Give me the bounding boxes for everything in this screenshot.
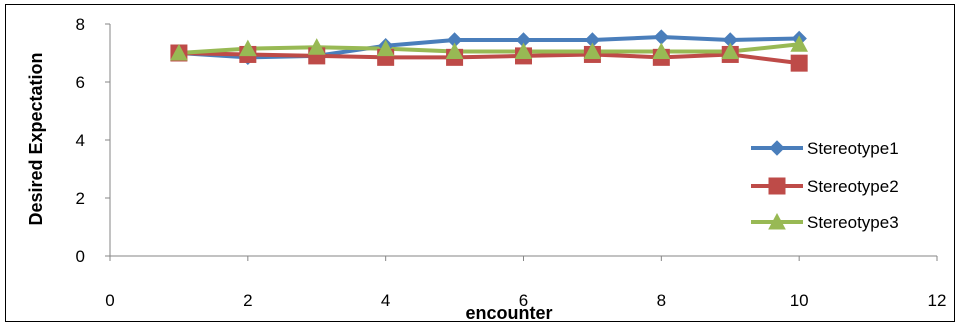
series-2-line: [178, 51, 800, 66]
series-3-point: [652, 42, 671, 60]
series-3-point: [583, 42, 602, 60]
x-tick-labels: 0 2 4 6 8 10 12: [105, 291, 946, 310]
y-tick-label: 8: [76, 15, 85, 34]
y-tick-label: 0: [76, 247, 85, 266]
series-markers: [170, 29, 809, 72]
legend-marker-1: [769, 140, 785, 156]
legend-label-2: Stereotype2: [807, 177, 899, 196]
series-3-point: [170, 43, 188, 61]
x-tick-label: 6: [519, 291, 528, 310]
series-3-point: [790, 35, 809, 52]
y-axis-title: Desired Expectation: [26, 52, 46, 225]
x-tick-label: 2: [243, 291, 252, 310]
legend: Stereotype1 Stereotype2 Stereotype3: [751, 139, 899, 232]
series-3-point: [721, 42, 740, 60]
x-axis-title: encounter: [465, 303, 552, 323]
x-tick-label: 8: [657, 291, 666, 310]
series-2-point: [790, 54, 808, 72]
y-tick-labels: 0 2 4 6 8: [76, 15, 85, 266]
x-tick-label: 0: [105, 291, 114, 310]
y-tick-label: 2: [76, 189, 85, 208]
legend-label-3: Stereotype3: [807, 213, 899, 232]
series-3-point: [445, 42, 464, 60]
legend-marker-3: [768, 212, 786, 230]
series-3-point: [514, 42, 533, 60]
series-3-line: [178, 42, 800, 55]
series-3-point: [307, 38, 326, 55]
legend-label-1: Stereotype1: [807, 139, 899, 158]
y-tick-label: 6: [76, 73, 85, 92]
y-tick-label: 4: [76, 131, 85, 150]
series-3-point: [238, 39, 257, 57]
x-tick-label: 10: [790, 291, 809, 310]
series-1-point: [653, 29, 670, 45]
axes: [105, 23, 938, 261]
x-tick-label: 4: [381, 291, 390, 310]
series-lines: [178, 35, 800, 66]
legend-marker-2: [768, 177, 786, 195]
x-tick-label: 12: [928, 291, 947, 310]
series-3-point: [376, 39, 395, 57]
